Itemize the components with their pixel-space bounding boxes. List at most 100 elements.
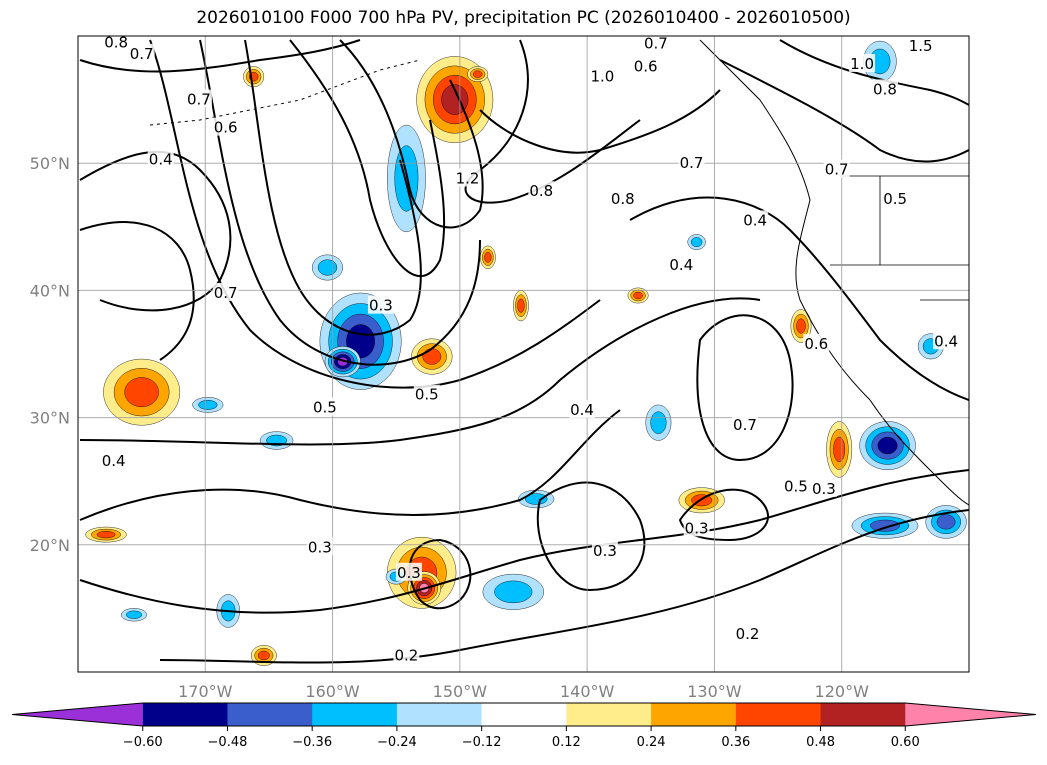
contour-label-bg [413, 384, 440, 403]
contour-label-bg [734, 623, 761, 642]
contour-label-bg [569, 399, 596, 418]
pv-contour-line [79, 150, 232, 312]
colorbar-tick-label: 0.12 [552, 735, 581, 750]
longitude-axis: 170°W 160°W 150°W 140°W 130°W 120°W [178, 682, 869, 701]
contour-label-bg [306, 537, 333, 556]
colorbar-tick-label: −0.12 [462, 735, 502, 750]
colorbar-swatch [312, 703, 398, 726]
pv-contour-line [339, 39, 484, 229]
colorbar-swatch [651, 703, 737, 726]
pv-contour-line [149, 39, 601, 389]
pv-contour-label: 0.2 [394, 646, 418, 664]
precip-anomaly-shade [124, 377, 159, 408]
precip-anomaly-shade [494, 580, 533, 604]
colorbar-extend-high [905, 703, 1036, 726]
contour-label-bg [907, 36, 934, 55]
pv-contour-label: 0.3 [369, 297, 393, 315]
contour-label-bg [742, 210, 769, 229]
colorbar-swatch [396, 703, 483, 726]
pv-contour-line [779, 39, 969, 106]
pv-contour-line [696, 314, 794, 462]
pv-contour-label: 1.2 [456, 169, 480, 187]
aleutian-islands [149, 59, 421, 126]
pv-contour-label: 0.5 [883, 190, 907, 208]
pv-contour-label: 0.4 [102, 452, 126, 470]
contour-label-bg [810, 478, 837, 497]
pv-contour-label: 0.5 [784, 477, 808, 495]
colorbar-tick-label: 0.36 [721, 735, 750, 750]
precip-anomaly-shade [633, 291, 643, 300]
pv-contour-label: 0.3 [397, 564, 421, 582]
precip-anomaly-shade [517, 298, 525, 313]
colorbar-tick-label: −0.48 [208, 735, 248, 750]
pv-contour-line [79, 469, 969, 614]
contour-label-bg [528, 181, 555, 200]
contour-label-bg [100, 450, 127, 469]
pv-contour-label: 1.0 [850, 55, 874, 73]
pv-contour-label: 0.8 [104, 33, 128, 51]
contour-label-bg [803, 333, 830, 352]
colorbar-swatch [735, 703, 822, 726]
contour-label-bg [632, 56, 659, 75]
pv-contour-label: 0.8 [529, 182, 553, 200]
pv-contour-line [79, 221, 195, 361]
precip-anomaly-shade [833, 436, 846, 462]
coastline-layer [149, 39, 969, 506]
pv-contour-line [408, 538, 472, 610]
colorbar-tick-label: 0.60 [891, 735, 920, 750]
pv-contour-label: 0.4 [743, 211, 767, 229]
pv-contour-label: 0.3 [593, 542, 617, 560]
precip-anomaly-shade [441, 84, 469, 115]
contour-label-bg [212, 282, 239, 301]
pv-contour-label: 0.5 [415, 386, 439, 404]
contour-label-bg [185, 89, 212, 108]
pv-contour-label: 0.8 [611, 190, 635, 208]
pv-contour-label: 0.7 [680, 154, 704, 172]
north-america-coastline [699, 39, 969, 506]
contour-label-bg [678, 153, 705, 172]
pv-contour-label: 0.2 [736, 625, 760, 643]
pv-contour-label: 1.5 [909, 37, 933, 55]
contour-label-bg [668, 254, 695, 273]
contour-label-bg [933, 331, 960, 350]
contour-label-bg [683, 518, 710, 537]
map-frame [77, 35, 970, 673]
contour-label-bg [591, 541, 618, 560]
pv-contour-layer [79, 39, 969, 664]
lon-tick-label: 160°W [305, 682, 360, 701]
lon-tick-label: 130°W [687, 682, 742, 701]
lat-tick-label: 20°N [30, 536, 70, 555]
contour-label-bg [367, 295, 394, 314]
pv-contour-label: 0.7 [644, 35, 668, 53]
colorbar-swatch [566, 703, 652, 726]
pv-contour-label: 0.3 [812, 480, 836, 498]
pv-contour-line [199, 39, 481, 366]
lon-tick-label: 120°W [815, 682, 870, 701]
precip-anomaly-shade [96, 531, 116, 539]
chart-title: 2026010100 F000 700 hPa PV, precipitatio… [196, 8, 851, 28]
lon-tick-label: 140°W [560, 682, 615, 701]
lon-tick-label: 150°W [433, 682, 488, 701]
precip-anomaly-shade [484, 252, 492, 263]
pv-contour-label: 0.6 [804, 335, 828, 353]
contour-labels: 0.80.70.70.61.01.20.8 0.80.70.40.40.60.40… [100, 33, 960, 664]
precip-anomaly-shade [650, 411, 667, 434]
precip-anomaly-shade [525, 493, 548, 505]
contour-label-bg [128, 43, 155, 62]
pv-contour-label: 0.3 [685, 519, 709, 537]
lat-tick-label: 50°N [30, 154, 70, 173]
colorbar-extend-low [12, 703, 143, 726]
contour-label-bg [212, 117, 239, 136]
colorbar-tick-label: 0.48 [806, 735, 835, 750]
precip-anomaly-shade [317, 259, 338, 276]
pv-contour-label: 0.4 [149, 150, 173, 168]
colorbar-swatch [820, 703, 906, 726]
contour-label-bg [882, 188, 909, 207]
gridlines [78, 36, 969, 672]
precip-anomaly-shade [126, 610, 143, 619]
precipitation-anomaly-layer [85, 40, 967, 666]
pv-contour-label: 0.4 [669, 256, 693, 274]
pv-contour-label: 0.6 [214, 119, 238, 137]
contour-label-bg [393, 645, 420, 664]
